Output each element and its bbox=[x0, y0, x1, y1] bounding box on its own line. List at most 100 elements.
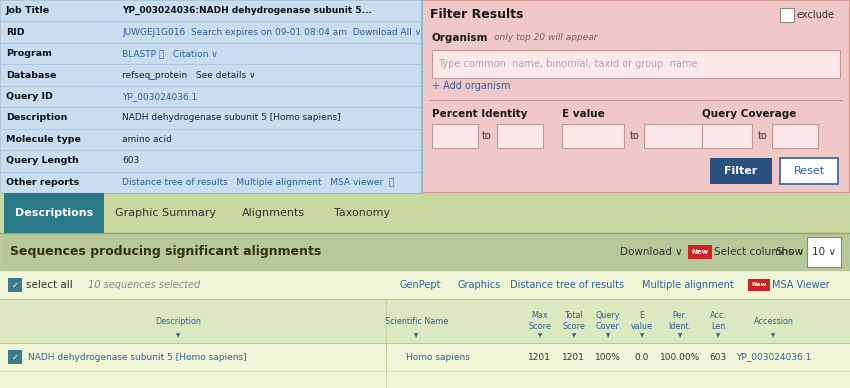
Bar bbox=[644, 124, 706, 148]
Bar bbox=[780, 8, 794, 22]
Text: E value: E value bbox=[562, 109, 604, 119]
Bar bbox=[4, 193, 104, 233]
Text: Distance tree of results: Distance tree of results bbox=[510, 280, 624, 290]
Text: refseq_protein   See details ∨: refseq_protein See details ∨ bbox=[122, 71, 256, 80]
Text: ▼: ▼ bbox=[537, 334, 541, 338]
Text: ▼: ▼ bbox=[716, 334, 720, 338]
Text: to: to bbox=[630, 131, 640, 141]
Text: Per.
Ident.: Per. Ident. bbox=[668, 311, 692, 331]
Text: Acc.
Len: Acc. Len bbox=[710, 311, 727, 331]
Text: Scientific Name: Scientific Name bbox=[385, 317, 448, 326]
Bar bbox=[432, 50, 840, 78]
Text: 100%: 100% bbox=[595, 353, 620, 362]
Text: NADH dehydrogenase subunit 5 [Homo sapiens]: NADH dehydrogenase subunit 5 [Homo sapie… bbox=[28, 353, 247, 362]
Text: select all: select all bbox=[26, 280, 73, 290]
Text: Distance tree of results   Multiple alignment   MSA viewer  ❓: Distance tree of results Multiple alignm… bbox=[122, 178, 394, 187]
Bar bbox=[0, 193, 850, 233]
Text: New: New bbox=[691, 249, 709, 255]
Text: ▼: ▼ bbox=[771, 334, 775, 338]
Text: ▼: ▼ bbox=[639, 334, 643, 338]
Text: Show: Show bbox=[775, 247, 803, 257]
Text: Query ID: Query ID bbox=[6, 92, 53, 101]
Text: NADH dehydrogenase subunit 5 [Homo sapiens]: NADH dehydrogenase subunit 5 [Homo sapie… bbox=[122, 113, 341, 123]
Text: YP_003024036.1: YP_003024036.1 bbox=[122, 92, 197, 101]
Bar bbox=[0, 371, 850, 388]
Text: Description: Description bbox=[6, 113, 67, 123]
Text: ▼: ▼ bbox=[605, 334, 609, 338]
Bar bbox=[688, 245, 712, 259]
Text: Reset: Reset bbox=[793, 166, 824, 176]
Text: 603: 603 bbox=[122, 156, 139, 165]
Text: E
value: E value bbox=[631, 311, 653, 331]
Bar bbox=[748, 279, 770, 291]
Text: Filter Results: Filter Results bbox=[430, 7, 524, 21]
Text: amino acid: amino acid bbox=[122, 135, 172, 144]
Bar bbox=[432, 124, 478, 148]
Text: Query Coverage: Query Coverage bbox=[702, 109, 796, 119]
Bar bbox=[422, 0, 850, 193]
Text: Accession: Accession bbox=[754, 317, 793, 326]
Text: Max
Score: Max Score bbox=[529, 311, 551, 331]
Text: 1201: 1201 bbox=[529, 353, 551, 362]
Text: Program: Program bbox=[6, 49, 52, 58]
Text: Database: Database bbox=[6, 71, 56, 80]
Text: only top 20 will appear: only top 20 will appear bbox=[494, 33, 598, 43]
Text: Sequences producing significant alignments: Sequences producing significant alignmen… bbox=[10, 246, 321, 258]
Text: New: New bbox=[751, 282, 767, 288]
Bar bbox=[0, 0, 422, 193]
Bar bbox=[562, 124, 624, 148]
Text: Query
Cover: Query Cover bbox=[596, 311, 620, 331]
Text: ✓: ✓ bbox=[12, 281, 19, 289]
Text: to: to bbox=[482, 131, 492, 141]
Text: ▼: ▼ bbox=[414, 334, 418, 338]
Bar bbox=[780, 158, 838, 184]
Text: BLASTP ❓   Citation ∨: BLASTP ❓ Citation ∨ bbox=[122, 49, 218, 58]
Text: YP_003024036:NADH dehydrogenase subunit 5...: YP_003024036:NADH dehydrogenase subunit … bbox=[122, 6, 372, 15]
Text: Molecule type: Molecule type bbox=[6, 135, 81, 144]
Text: Description: Description bbox=[156, 317, 201, 326]
Text: 100.00%: 100.00% bbox=[660, 353, 700, 362]
Text: to: to bbox=[758, 131, 768, 141]
Bar bbox=[0, 299, 850, 343]
Text: Other reports: Other reports bbox=[6, 178, 79, 187]
Text: Percent Identity: Percent Identity bbox=[432, 109, 528, 119]
Text: JUWGEJ1G016  Search expires on 09-01 08:04 am  Download All ∨: JUWGEJ1G016 Search expires on 09-01 08:0… bbox=[122, 28, 422, 37]
Text: GenPept: GenPept bbox=[400, 280, 441, 290]
Text: + Add organism: + Add organism bbox=[432, 81, 511, 91]
Text: RID: RID bbox=[6, 28, 25, 37]
Bar bbox=[710, 158, 772, 184]
Bar bbox=[497, 124, 543, 148]
Bar bbox=[0, 271, 850, 388]
Text: 1201: 1201 bbox=[563, 353, 585, 362]
Bar bbox=[807, 237, 841, 267]
Text: MSA Viewer: MSA Viewer bbox=[772, 280, 830, 290]
Text: Select columns ∨: Select columns ∨ bbox=[714, 247, 804, 257]
Text: ▼: ▼ bbox=[677, 334, 682, 338]
Text: 603: 603 bbox=[710, 353, 727, 362]
Bar bbox=[0, 233, 850, 271]
Text: 0.0: 0.0 bbox=[635, 353, 649, 362]
Text: ▼: ▼ bbox=[176, 334, 180, 338]
Text: Filter: Filter bbox=[724, 166, 757, 176]
Text: Multiple alignment: Multiple alignment bbox=[642, 280, 734, 290]
Text: Graphic Summary: Graphic Summary bbox=[116, 208, 217, 218]
Text: Query Length: Query Length bbox=[6, 156, 79, 165]
Text: YP_003024036.1: YP_003024036.1 bbox=[736, 353, 811, 362]
Text: Type common  name, binomial, taxid or group  name: Type common name, binomial, taxid or gro… bbox=[438, 59, 697, 69]
Bar bbox=[702, 124, 752, 148]
Text: ✓: ✓ bbox=[12, 353, 19, 362]
Text: Taxonomy: Taxonomy bbox=[334, 208, 390, 218]
Bar bbox=[0, 343, 850, 371]
Text: ▼: ▼ bbox=[571, 334, 575, 338]
Text: Alignments: Alignments bbox=[241, 208, 304, 218]
Text: Job Title: Job Title bbox=[6, 6, 50, 15]
Text: Graphics: Graphics bbox=[458, 280, 502, 290]
Bar bbox=[772, 124, 818, 148]
Text: Descriptions: Descriptions bbox=[14, 208, 94, 218]
Text: Homo sapiens: Homo sapiens bbox=[406, 353, 470, 362]
Text: Download ∨: Download ∨ bbox=[620, 247, 683, 257]
Bar bbox=[8, 350, 22, 364]
Text: exclude: exclude bbox=[797, 10, 835, 20]
Text: 10 ∨: 10 ∨ bbox=[812, 247, 836, 257]
Text: Total
Score: Total Score bbox=[563, 311, 585, 331]
